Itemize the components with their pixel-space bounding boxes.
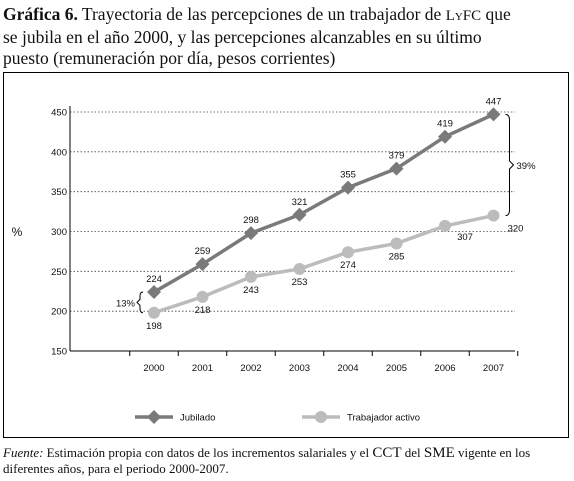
title-line1-a: Trayectoria de las percepciones de un tr… [77, 4, 446, 24]
y-tick-label-400: 400 [51, 147, 67, 158]
source-text-d: diferentes años, para el periodo 2000-20… [3, 461, 229, 476]
title-org: LyFC [445, 8, 482, 24]
x-tick-label-2001: 2001 [192, 363, 213, 374]
point-0-2006 [438, 129, 452, 144]
y-tick-label-350: 350 [51, 187, 67, 198]
point-1-2006 [439, 219, 451, 232]
data-label-1-2003: 253 [292, 277, 308, 288]
point-1-2002 [245, 270, 257, 283]
data-label-1-2004: 274 [340, 260, 356, 271]
data-label-0-2006: 419 [437, 119, 453, 130]
chart-frame [3, 72, 569, 438]
point-1-2001 [196, 290, 209, 303]
annotation-brace-1 [505, 113, 515, 217]
y-axis-label: % [12, 225, 23, 239]
point-1-2007 [487, 209, 500, 222]
chart-title: Gráfica 6. Trayectoria de las percepcion… [3, 4, 571, 69]
source-text-c: vigente en los [454, 445, 531, 460]
data-label-1-2002: 243 [243, 285, 259, 296]
point-1-2000 [148, 306, 160, 319]
y-tick-label-200: 200 [51, 307, 67, 318]
source-text-b: del [401, 445, 424, 460]
legend-marker-1 [315, 411, 327, 423]
data-label-1-2005: 285 [389, 251, 405, 262]
data-label-1-2000: 198 [146, 321, 162, 332]
title-line3: puesto (remuneración por día, pesos corr… [3, 48, 336, 68]
x-tick-label-2006: 2006 [434, 363, 455, 374]
source-label: Fuente: [3, 445, 44, 460]
y-tick-label-150: 150 [51, 347, 67, 358]
data-label-0-2000: 224 [146, 274, 162, 285]
x-tick-label-2000: 2000 [143, 363, 164, 374]
y-tick-label-450: 450 [51, 108, 67, 119]
x-tick-label-2005: 2005 [386, 363, 407, 374]
annotation-label-1: 39% [517, 161, 537, 172]
data-label-1-2001: 218 [195, 305, 211, 316]
data-label-0-2001: 259 [195, 246, 211, 257]
source-note: Fuente: Estimación propia con datos de l… [3, 445, 571, 477]
point-0-2001 [195, 257, 210, 272]
point-0-2000 [147, 285, 161, 300]
data-label-0-2002: 298 [243, 215, 259, 226]
x-tick-label-2007: 2007 [483, 363, 504, 374]
point-1-2004 [342, 246, 354, 259]
data-label-0-2005: 379 [389, 151, 405, 162]
data-label-0-2004: 355 [340, 170, 356, 181]
point-1-2005 [390, 237, 403, 250]
point-0-2003 [292, 207, 307, 222]
source-abbr-sme: SME [423, 445, 455, 461]
data-label-1-2007: 320 [508, 224, 524, 235]
x-tick-label-2002: 2002 [240, 363, 261, 374]
data-label-0-2003: 321 [292, 197, 308, 208]
legend-label-0: Jubilado [180, 413, 215, 424]
y-tick-label-300: 300 [51, 227, 67, 238]
point-1-2003 [293, 262, 306, 275]
source-text-a: Estimación propia con datos de los incre… [43, 445, 373, 460]
point-0-2004 [341, 180, 355, 195]
data-label-1-2006: 307 [457, 232, 473, 243]
point-0-2005 [389, 161, 404, 176]
legend-marker-0 [147, 410, 161, 424]
point-0-2007 [486, 107, 501, 122]
x-tick-label-2003: 2003 [289, 363, 310, 374]
point-0-2002 [244, 226, 258, 241]
title-prefix: Gráfica 6. [3, 4, 78, 24]
line-chart: 150 200 250 300 350 400 450 2000 2001 2002 2003 200… [12, 96, 537, 424]
source-abbr-cct: CCT [372, 445, 402, 461]
legend-label-1: Trabajador activo [347, 413, 420, 424]
series-line-0 [153, 112, 495, 294]
annotation-label-0: 13% [116, 298, 136, 309]
data-label-0-2007: 447 [486, 96, 502, 107]
y-tick-label-250: 250 [51, 267, 67, 278]
x-tick-label-2004: 2004 [337, 363, 358, 374]
annotation-brace-0 [136, 291, 144, 314]
title-line2: se jubila en el año 2000, y las percepci… [3, 27, 482, 47]
title-line1-b: que [481, 4, 511, 24]
series-line-1 [153, 213, 494, 315]
